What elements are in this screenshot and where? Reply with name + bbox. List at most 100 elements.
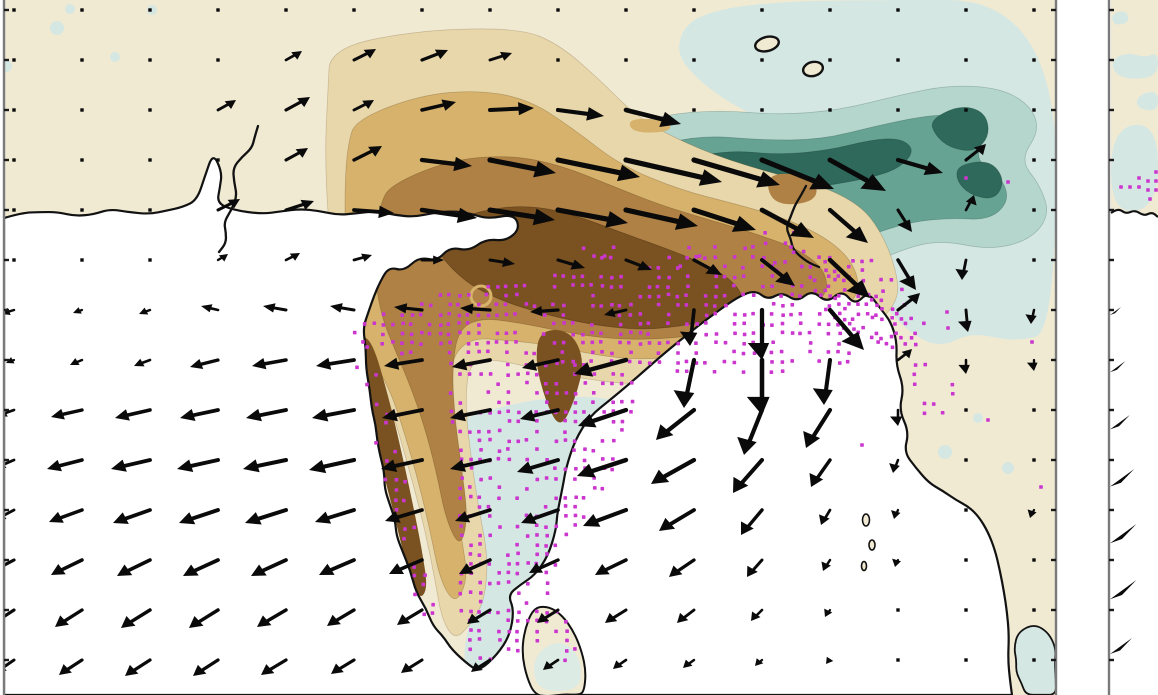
- wind-calm-dot: [964, 658, 968, 662]
- stipple-dot: [1137, 185, 1141, 189]
- wind-arrow: [261, 658, 288, 675]
- wind-calm-dot: [828, 8, 832, 12]
- wind-arrow: [827, 157, 886, 191]
- wind-calm-dot: [80, 208, 84, 212]
- wind-calm-dot: [692, 8, 696, 12]
- wind-calm-dot: [1032, 408, 1036, 412]
- wind-calm-dot: [760, 8, 764, 12]
- wind-arrow: [488, 257, 515, 267]
- panel-gap: [1057, 0, 1108, 695]
- lake: [754, 35, 780, 53]
- wind-arrow: [319, 558, 356, 575]
- wind-arrow: [669, 558, 696, 577]
- wind-calm-dot: [964, 458, 968, 462]
- wind-calm-dot: [556, 58, 560, 62]
- wind-calm-dot: [624, 58, 628, 62]
- wind-arrow: [803, 407, 833, 448]
- wind-vector-field: [5, 8, 1038, 676]
- wind-arrow: [604, 308, 628, 318]
- wind-calm-dot: [148, 58, 152, 62]
- wind-calm-dot: [964, 8, 968, 12]
- wind-arrow: [246, 408, 288, 422]
- wind-arrow: [352, 253, 372, 262]
- wind-calm-dot: [216, 58, 220, 62]
- wind-calm-dot: [964, 408, 968, 412]
- wind-arrow: [747, 307, 770, 360]
- wind-calm-dot: [964, 608, 968, 612]
- wind-calm-dot: [624, 8, 628, 12]
- wind-arrow: [459, 558, 492, 574]
- wind-calm-dot: [488, 8, 492, 12]
- axis-tick: [1051, 458, 1056, 462]
- wind-arrow: [6, 357, 16, 364]
- wind-arrow: [190, 358, 220, 370]
- wind-calm-dot: [692, 108, 696, 112]
- wind-arrow: [691, 207, 756, 232]
- wind-arrow: [284, 148, 308, 162]
- axis-tick: [1051, 508, 1056, 512]
- wind-arrow: [889, 458, 900, 473]
- wind-arrow-partial: [1110, 361, 1126, 373]
- wind-calm-dot: [216, 158, 220, 162]
- wind-arrow: [824, 608, 833, 617]
- wind-arrow: [284, 97, 310, 112]
- wind-arrow: [201, 304, 220, 313]
- wind-arrow: [624, 258, 652, 271]
- wind-arrow: [659, 508, 696, 531]
- wind-arrow: [487, 102, 534, 116]
- axis-tick: [4, 208, 9, 212]
- wind-arrow: [420, 255, 444, 265]
- wind-arrow: [821, 558, 832, 571]
- wind-arrow: [419, 156, 472, 172]
- wind-arrow: [113, 508, 152, 524]
- wind-arrow: [70, 358, 84, 366]
- right-axis-border: [1054, 0, 1058, 695]
- wind-arrow: [1026, 358, 1038, 371]
- panel-borders: [2, 0, 1114, 695]
- axis-tick: [4, 658, 9, 662]
- wind-calm-dot: [692, 58, 696, 62]
- wind-arrow: [121, 608, 152, 628]
- stipple-dot: [1154, 179, 1158, 183]
- wind-calm-dot: [1032, 208, 1036, 212]
- wind-arrow: [746, 357, 770, 415]
- wind-calm-dot: [12, 108, 16, 112]
- island: [861, 513, 871, 527]
- left-axis-border: [2, 0, 6, 695]
- wind-calm-dot: [1032, 8, 1036, 12]
- wind-arrow: [55, 608, 84, 627]
- axis-tick: [1109, 558, 1114, 562]
- wind-arrow: [389, 558, 424, 574]
- axis-tick: [1051, 158, 1056, 162]
- wind-calm-dot: [80, 58, 84, 62]
- wind-arrow: [517, 458, 560, 474]
- wind-arrow-partial: [1110, 469, 1135, 487]
- wind-arrow: [818, 508, 832, 525]
- axis-tick: [4, 508, 9, 512]
- wind-arrow: [583, 507, 629, 527]
- wind-arrow-partial: [1110, 580, 1137, 600]
- wind-arrow: [737, 407, 765, 455]
- wind-arrow: [651, 457, 697, 484]
- wind-arrow: [623, 107, 681, 127]
- wind-arrow: [134, 358, 152, 367]
- wind-arrow: [896, 258, 916, 290]
- wind-arrow: [529, 558, 560, 573]
- wind-arrow: [5, 608, 16, 618]
- wind-arrow: [5, 508, 16, 520]
- wind-arrow: [125, 658, 152, 676]
- wind-arrow: [139, 307, 152, 315]
- wind-arrow-partial: [1110, 415, 1130, 430]
- wind-arrow: [401, 658, 424, 673]
- axis-tick: [1109, 58, 1114, 62]
- wind-calm-dot: [1032, 558, 1036, 562]
- wind-calm-dot: [1032, 108, 1036, 112]
- wind-arrow: [1025, 308, 1037, 324]
- wind-arrow: [420, 49, 448, 62]
- axis-tick: [1109, 408, 1114, 412]
- axis-tick: [1051, 258, 1056, 262]
- wind-arrow: [452, 358, 492, 371]
- wind-arrow-partial: [1110, 307, 1121, 315]
- axis-tick: [1051, 108, 1056, 112]
